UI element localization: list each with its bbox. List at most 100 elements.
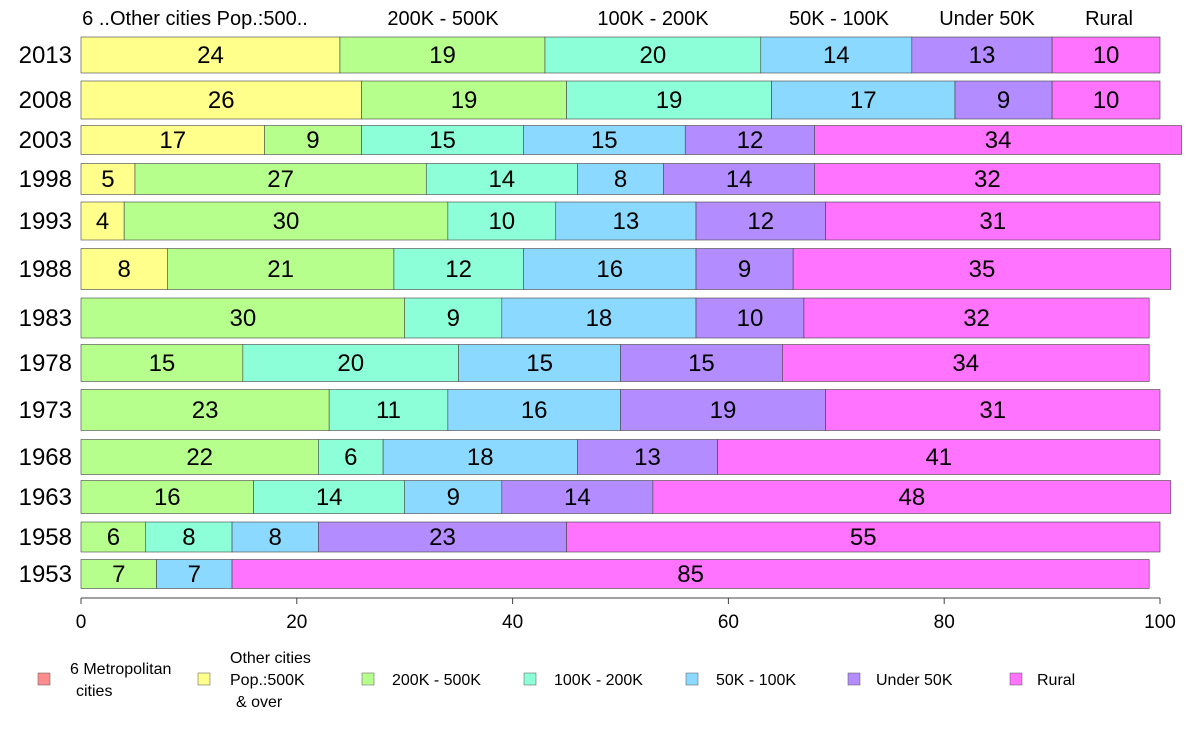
bar-segment [80, 248, 168, 290]
bar-segment [620, 389, 826, 431]
legend-label: 50K - 100K [716, 672, 796, 689]
bar-value-label: 18 [586, 305, 613, 332]
bar-segment [695, 297, 805, 339]
bar-segment [1051, 36, 1161, 74]
bar-segment [80, 163, 136, 195]
bar-segment [425, 163, 578, 195]
bar-value-label: 34 [985, 127, 1012, 154]
bar-segment [80, 36, 341, 74]
legend-label: 100K - 200K [554, 672, 643, 689]
legend-swatch [685, 672, 699, 686]
bar-value-label: 15 [688, 350, 715, 377]
bar-value-label: 41 [925, 444, 952, 471]
bar-value-label: 18 [467, 444, 494, 471]
legend-swatch [1009, 672, 1023, 686]
bar-value-label: 55 [850, 524, 877, 551]
bar-segment [555, 201, 697, 241]
bar-segment [501, 480, 654, 514]
bar-value-label: 30 [229, 305, 256, 332]
bar-value-label: 13 [613, 208, 640, 235]
column-header: 6 ..Other cities Pop.:500.. [82, 8, 308, 30]
bar-segment [80, 80, 362, 120]
bar-value-label: 26 [208, 87, 235, 114]
bar-segment [80, 297, 406, 339]
bar-segment [80, 480, 254, 514]
bar-segment [544, 36, 762, 74]
bar-value-label: 8 [269, 524, 282, 551]
bar-value-label: 15 [429, 127, 456, 154]
bar-value-label: 14 [564, 484, 591, 511]
bar-segment [328, 389, 449, 431]
bar-value-label: 9 [306, 127, 319, 154]
bar-segment [620, 344, 783, 382]
bar-segment [339, 36, 546, 74]
bar-segment [577, 163, 664, 195]
bar-segment [80, 389, 330, 431]
bar-value-label: 13 [969, 42, 996, 69]
bar-segment [566, 80, 772, 120]
x-tick-label: 40 [502, 612, 523, 633]
bar-value-label: 12 [445, 256, 472, 283]
bar-value-label: 19 [710, 397, 737, 424]
bar-value-label: 9 [447, 484, 460, 511]
bar-value-label: 48 [898, 484, 925, 511]
bar-segment [695, 248, 794, 290]
bar-value-label: 31 [979, 397, 1006, 424]
bar-value-label: 15 [149, 350, 176, 377]
bars: 24 19 20 14 13 10 26 19 19 17 9 10 17 9 15 15 12 34 5 27 14 8… [80, 36, 1182, 589]
bar-value-label: 9 [738, 256, 751, 283]
legend-swatch [847, 672, 861, 686]
y-tick-label: 1968 [19, 444, 72, 471]
bar-value-label: 31 [979, 208, 1006, 235]
bar-value-label: 34 [952, 350, 979, 377]
bar-segment [523, 248, 697, 290]
bar-value-label: 15 [591, 127, 618, 154]
bar-segment [782, 344, 1150, 382]
x-tick-label: 80 [934, 612, 955, 633]
bar-segment [382, 439, 578, 475]
legend-swatch [197, 672, 211, 686]
bar-segment [717, 439, 1161, 475]
bar-value-label: 21 [267, 256, 294, 283]
bar-value-label: 16 [521, 397, 548, 424]
legend-label: Other cities [230, 650, 311, 667]
bar-segment [814, 163, 1161, 195]
legend-label: 6 Metropolitan [70, 661, 171, 678]
bar-segment [447, 389, 621, 431]
bar-value-label: 10 [1093, 87, 1120, 114]
bar-value-label: 11 [376, 397, 401, 424]
column-headers: 6 ..Other cities Pop.:500.. 200K - 500K 10… [82, 8, 1133, 30]
bar-segment [318, 439, 384, 475]
bar-segment [825, 389, 1161, 431]
x-tick-label: 0 [76, 612, 87, 633]
bar-value-label: 7 [112, 561, 125, 588]
bar-value-label: 10 [488, 208, 515, 235]
bar-segment [814, 125, 1182, 155]
bar-segment [501, 297, 697, 339]
y-tick-label: 1953 [19, 561, 72, 588]
column-header: Rural [1085, 8, 1133, 30]
bar-value-label: 35 [969, 256, 996, 283]
bar-value-label: 16 [154, 484, 181, 511]
bar-segment [231, 559, 1150, 589]
bar-value-label: 9 [447, 305, 460, 332]
bar-value-label: 14 [823, 42, 850, 69]
bar-segment [523, 125, 686, 155]
bar-value-label: 19 [429, 42, 456, 69]
bar-segment [80, 521, 147, 553]
legend-swatch [361, 672, 375, 686]
bar-value-label: 10 [737, 305, 764, 332]
y-tick-label: 1973 [19, 397, 72, 424]
bar-value-label: 8 [614, 166, 627, 193]
bar-segment [911, 36, 1053, 74]
bar-value-label: 19 [451, 87, 478, 114]
x-tick-label: 100 [1144, 612, 1176, 633]
bar-value-label: 32 [963, 305, 990, 332]
y-tick-label: 2013 [19, 42, 72, 69]
bar-value-label: 17 [159, 127, 186, 154]
y-tick-label: 1993 [19, 208, 72, 235]
bar-segment [253, 480, 405, 514]
bar-segment [156, 559, 233, 589]
bar-value-label: 16 [596, 256, 623, 283]
